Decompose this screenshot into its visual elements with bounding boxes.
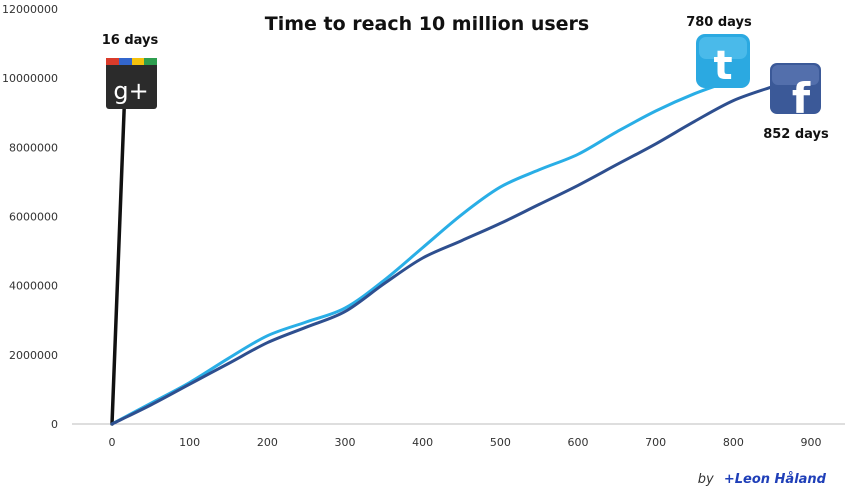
x-tick-label: 500 [490, 436, 511, 449]
credit-text: by +Leon Håland [698, 468, 827, 487]
y-tick-label: 0 [51, 418, 58, 431]
y-tick-label: 4000000 [9, 280, 58, 293]
google-plus-icon: g+ [106, 58, 157, 109]
y-tick-label: 8000000 [9, 141, 58, 154]
twitter-line [110, 78, 735, 426]
x-tick-label: 600 [568, 436, 589, 449]
x-tick-label: 200 [257, 436, 278, 449]
facebook-icon: f [770, 63, 821, 123]
chart-title: Time to reach 10 million users [265, 13, 590, 35]
y-tick-label: 10000000 [2, 72, 58, 85]
facebook-days-label: 852 days [763, 127, 829, 142]
credit-name: +Leon Håland [724, 472, 827, 487]
x-tick-label: 800 [723, 436, 744, 449]
x-tick-label: 900 [801, 436, 822, 449]
y-tick-label: 12000000 [2, 3, 58, 16]
facebook-glyph: f [792, 74, 811, 123]
x-tick-label: 0 [109, 436, 116, 449]
credit-by: by [698, 472, 714, 487]
x-axis-ticks: 0 100 200 300 400 500 600 700 800 900 [109, 436, 822, 449]
x-tick-label: 700 [645, 436, 666, 449]
google-plus-days-label: 16 days [102, 33, 159, 48]
y-tick-label: 2000000 [9, 349, 58, 362]
google-plus-line [110, 100, 127, 426]
twitter-icon: t [696, 34, 750, 89]
series-lines [110, 78, 774, 426]
twitter-glyph: t [713, 43, 732, 89]
x-tick-label: 300 [335, 436, 356, 449]
google-plus-glyph: g+ [113, 77, 148, 105]
twitter-days-label: 780 days [686, 15, 752, 30]
x-tick-label: 100 [179, 436, 200, 449]
y-axis-ticks: 0 2000000 4000000 6000000 8000000 10000000 120… [2, 3, 58, 431]
y-tick-label: 6000000 [9, 211, 58, 224]
facebook-line [110, 85, 774, 426]
x-tick-label: 400 [412, 436, 433, 449]
